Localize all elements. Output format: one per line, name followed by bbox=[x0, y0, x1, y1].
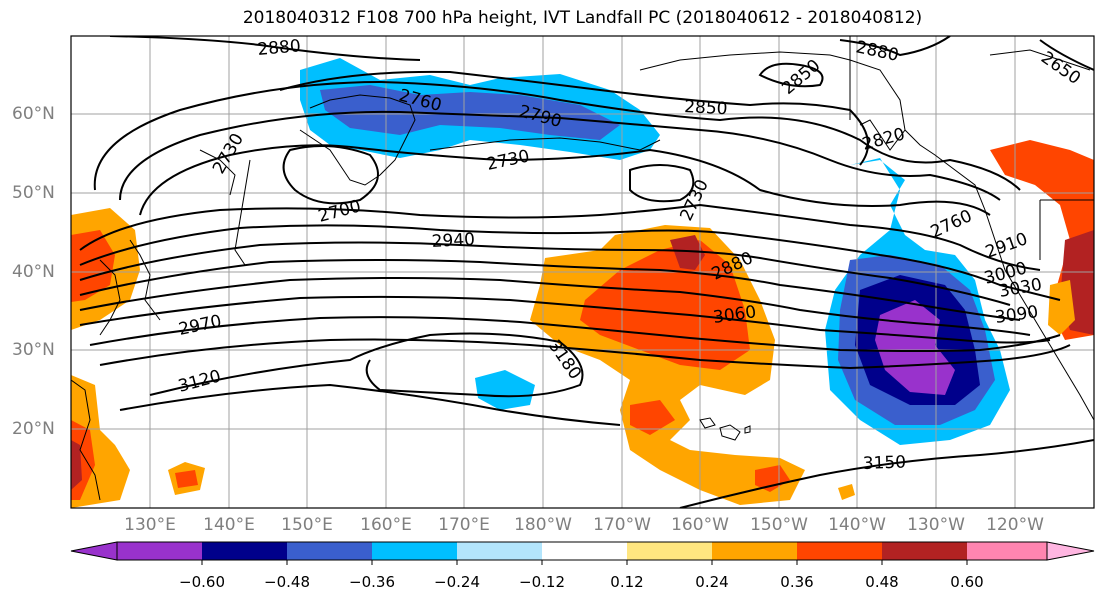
colorbar-tick-label: −0.36 bbox=[349, 573, 395, 591]
lat-label-30n: 30°N bbox=[12, 340, 55, 360]
lon-label: 120°W bbox=[986, 515, 1044, 535]
contour-label: 2940 bbox=[431, 230, 475, 252]
colorbar-tick-label: 0.36 bbox=[780, 573, 814, 591]
coast-north-america bbox=[904, 129, 1094, 421]
colorbar-tick-label: −0.24 bbox=[434, 573, 480, 591]
lon-label: 170°W bbox=[593, 515, 651, 535]
lon-label: 150°E bbox=[281, 515, 333, 535]
lon-label: 160°E bbox=[360, 515, 412, 535]
coastlines bbox=[71, 36, 1094, 501]
lat-label-40n: 40°N bbox=[12, 262, 55, 282]
colorbar-tick-label: 0.24 bbox=[695, 573, 729, 591]
contour-label: 2850 bbox=[684, 97, 728, 119]
lon-label: 140°W bbox=[828, 515, 886, 535]
lat-label-60n: 60°N bbox=[12, 104, 55, 124]
map-title: 2018040312 F108 700 hPa height, IVT Land… bbox=[242, 8, 923, 28]
coast-kamchatka-siberia bbox=[299, 94, 416, 186]
colorbar-tick-label: 0.48 bbox=[865, 573, 899, 591]
lon-label: 180°W bbox=[514, 515, 572, 535]
map-plot-area: 2880 2880 2850 2650 2760 2790 2850 2730 … bbox=[71, 36, 1094, 508]
colorbar-tick-label: 0.12 bbox=[610, 573, 644, 591]
lon-label: 140°E bbox=[203, 515, 255, 535]
map-frame bbox=[70, 35, 1095, 509]
colorbar-tick-label: −0.12 bbox=[519, 573, 565, 591]
ivt-shading bbox=[71, 58, 1094, 508]
colorbar-tick-label: −0.60 bbox=[179, 573, 225, 591]
colorbar-tick-label: −0.48 bbox=[264, 573, 310, 591]
graticule bbox=[71, 36, 1094, 508]
contour-label: 3150 bbox=[862, 452, 906, 473]
coast-alaska-aleutians bbox=[429, 137, 661, 151]
lon-label: 170°E bbox=[438, 515, 490, 535]
colorbar-over-arrow bbox=[1046, 541, 1095, 561]
lon-label: 160°W bbox=[671, 515, 729, 535]
lat-label-50n: 50°N bbox=[12, 183, 55, 203]
contour-label: 2880 bbox=[257, 36, 302, 60]
lon-label: 150°W bbox=[750, 515, 808, 535]
colorbar-under-arrow bbox=[70, 541, 118, 561]
colorbar bbox=[70, 541, 1095, 565]
height-contours bbox=[79, 36, 1094, 508]
lon-label: 130°E bbox=[124, 515, 176, 535]
colorbar-tick-label: 0.60 bbox=[950, 573, 984, 591]
lat-label-20n: 20°N bbox=[12, 419, 55, 439]
lon-label: 130°W bbox=[907, 515, 965, 535]
